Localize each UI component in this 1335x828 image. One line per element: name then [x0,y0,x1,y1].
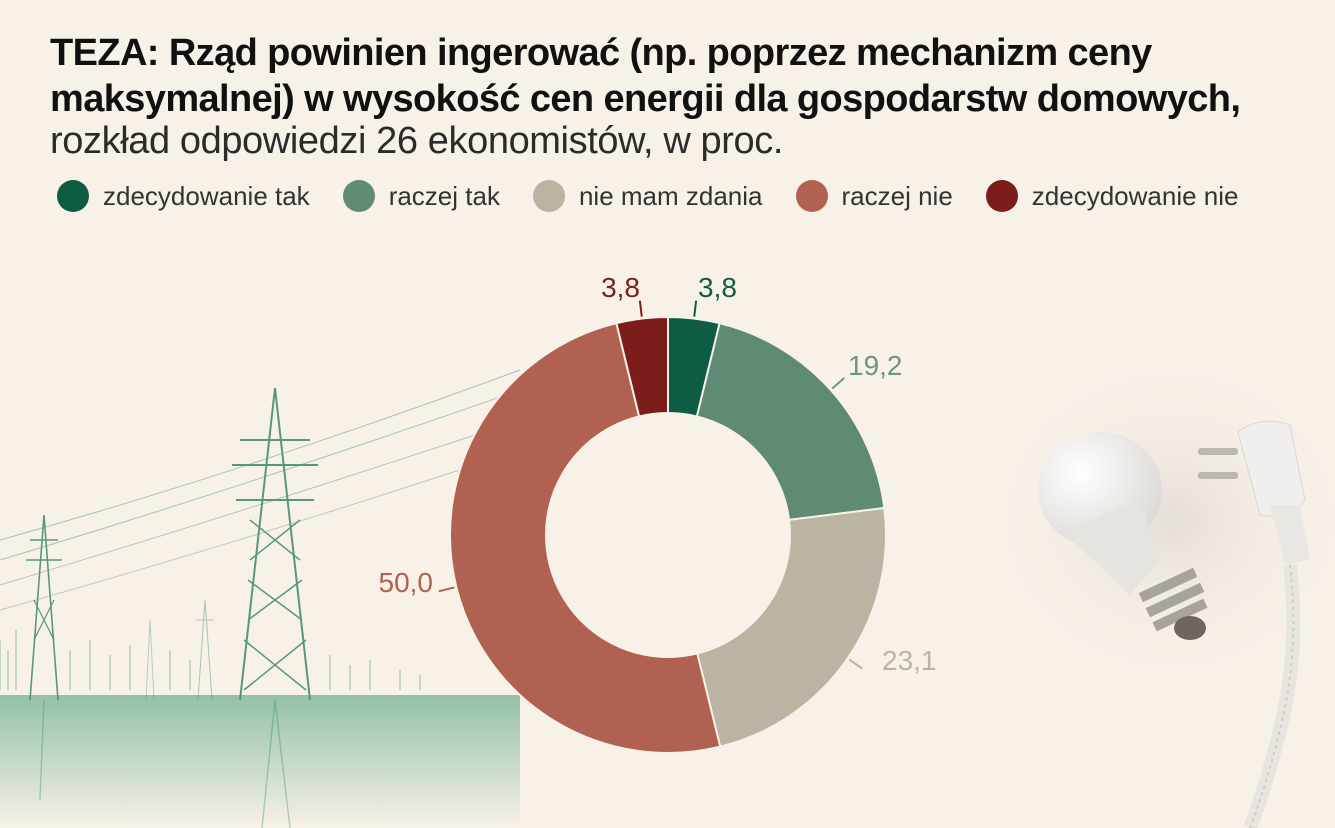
power-plug-icon [1198,420,1310,828]
light-bulb-icon [1038,432,1208,640]
legend-label: zdecydowanie nie [1031,180,1239,211]
water-reflection [0,695,520,828]
legend-item: raczej nie [795,180,953,212]
label-leader-line [638,300,643,317]
data-label: 23,1 [882,645,937,676]
donut-slice [696,506,887,748]
legend-label: raczej tak [388,180,500,211]
data-label: 3,8 [698,272,737,303]
label-leader-line [693,300,698,317]
legend-swatch [57,180,89,212]
label-leader-line [831,377,845,390]
power-pylons-icon [0,369,521,701]
legend-item: nie mam zdania [532,180,763,212]
data-label: 50,0 [379,567,434,598]
legend-item: zdecydowanie tak [57,180,310,212]
legend-item: raczej tak [342,180,500,212]
label-leader-line [438,586,455,593]
donut-slice [448,321,722,755]
legend-swatch [795,180,828,212]
chart-title: TEZA: Rząd powinien ingerować (np. poprz… [50,32,1241,120]
legend-label: nie mam zdania [578,180,763,211]
legend-swatch [985,180,1018,212]
donut-slice [615,315,669,418]
data-label: 3,8 [601,272,640,303]
legend-label: raczej nie [841,180,953,211]
chart-subtitle: rozkład odpowiedzi 26 ekonomistów, w pro… [50,120,784,162]
legend-swatch [532,180,565,212]
donut-slice [695,321,886,522]
legend-swatch [342,180,375,212]
data-label: 19,2 [848,350,903,381]
legend-label: zdecydowanie tak [103,180,310,211]
legend-item: zdecydowanie nie [985,180,1239,212]
label-leader-line [848,658,864,670]
legend: zdecydowanie tak raczej tak nie mam zdan… [57,180,1271,212]
